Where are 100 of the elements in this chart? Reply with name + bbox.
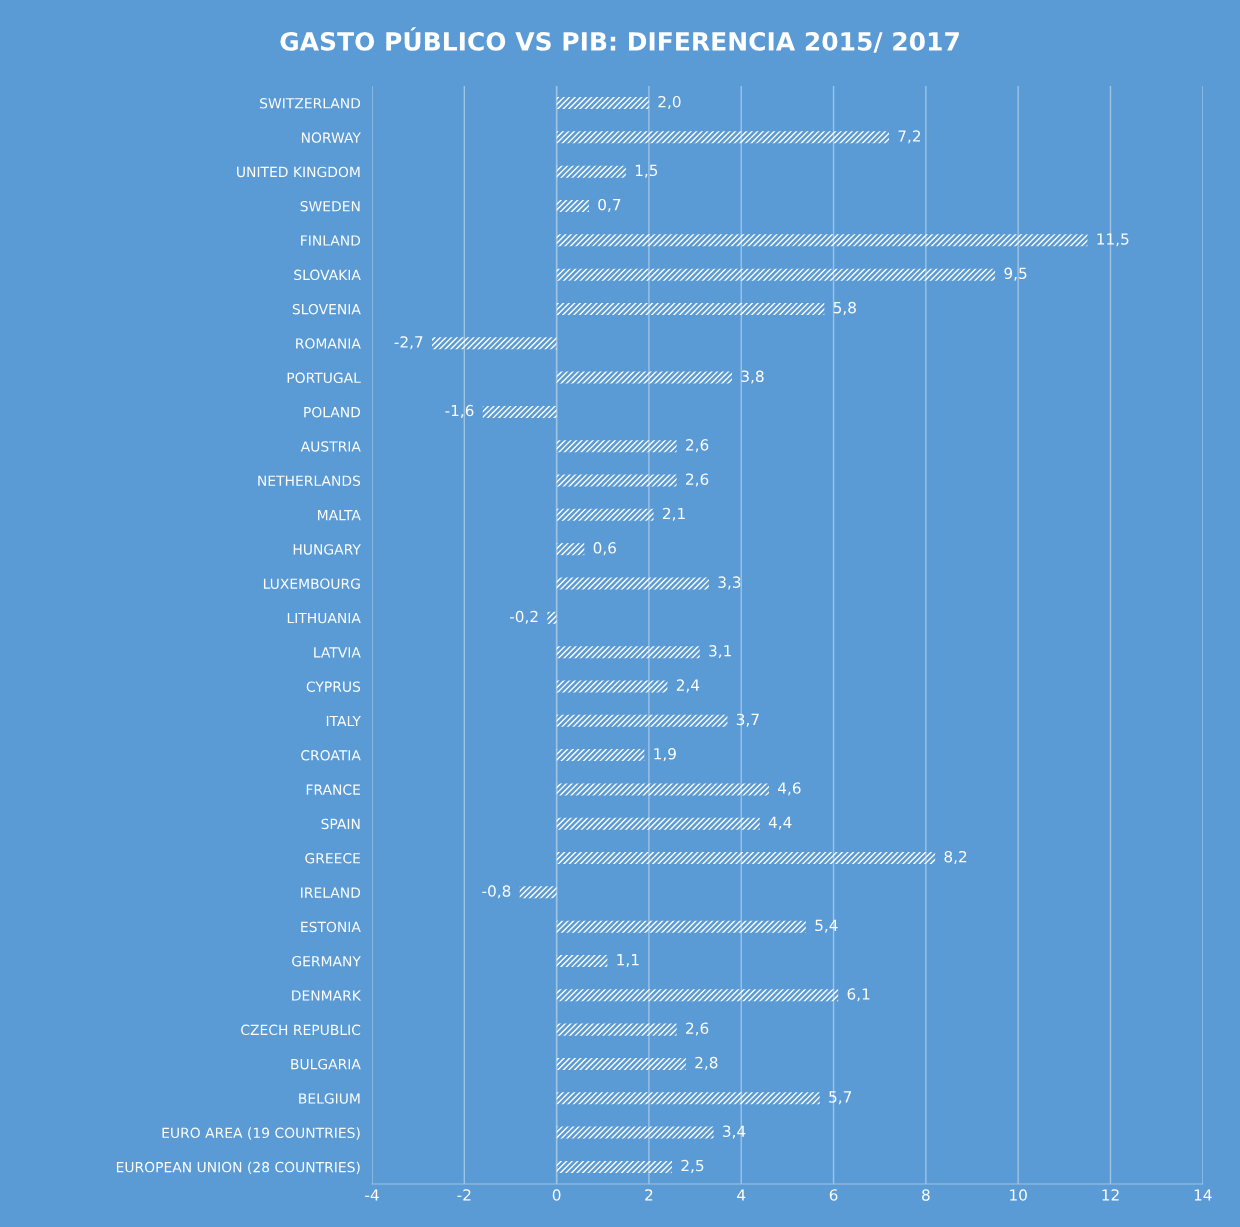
data-label: 2,8 — [695, 1056, 718, 1070]
data-label: 5,7 — [829, 1091, 852, 1105]
x-tick-label: 2 — [645, 1189, 653, 1201]
y-tick-label: CZECH REPUBLIC — [241, 1024, 361, 1036]
data-label: 4,6 — [778, 782, 801, 796]
y-tick-label: LITHUANIA — [287, 612, 361, 624]
data-label: 6,1 — [847, 988, 870, 1002]
bar — [556, 714, 728, 727]
y-tick-label: UNITED KINGDOM — [237, 166, 360, 178]
y-tick-label: FINLAND — [301, 235, 361, 246]
bar — [556, 646, 700, 659]
bar — [556, 954, 608, 967]
x-tick-label: 12 — [1102, 1189, 1119, 1201]
y-tick-label: SWITZERLAND — [260, 98, 361, 109]
y-tick-label: AUSTRIA — [300, 441, 361, 452]
bar — [556, 680, 668, 693]
y-tick-label: IRELAND — [301, 887, 361, 898]
bar — [556, 474, 677, 487]
y-tick-label: ESTONIA — [301, 921, 361, 933]
data-label: 1,9 — [654, 747, 676, 762]
y-tick-label: NETHERLANDS — [258, 475, 361, 487]
bar — [556, 1057, 686, 1070]
y-tick-label: SLOVENIA — [292, 303, 361, 315]
y-tick-label: EURO AREA (19 COUNTRIES) — [162, 1127, 360, 1140]
data-label: 7,2 — [898, 130, 921, 144]
bar — [556, 234, 1088, 247]
data-label: 1,1 — [617, 954, 639, 967]
y-tick-label: CROATIA — [301, 750, 361, 761]
x-tick-label: 10 — [1010, 1189, 1027, 1201]
bar — [556, 749, 645, 762]
x-tick-label: 14 — [1194, 1189, 1212, 1201]
data-label: 2,6 — [686, 439, 709, 453]
y-tick-label: GREECE — [305, 853, 360, 864]
y-tick-label: BULGARIA — [291, 1058, 361, 1070]
bar — [482, 405, 557, 418]
data-label: -2,7 — [394, 336, 423, 350]
data-label: 0,7 — [598, 198, 621, 212]
data-label: 8,2 — [944, 850, 967, 865]
data-label: 9,5 — [1004, 267, 1027, 281]
bar — [556, 577, 709, 590]
bar — [556, 268, 996, 281]
bar — [432, 337, 557, 350]
data-label: 2,0 — [658, 95, 681, 110]
x-tick-label: -2 — [457, 1189, 471, 1201]
data-label: 3,8 — [741, 370, 764, 384]
bar — [556, 97, 649, 110]
data-label: 11,5 — [1097, 233, 1129, 247]
y-tick-label: SPAIN — [321, 818, 360, 830]
bar — [556, 131, 889, 144]
bar — [556, 302, 825, 315]
y-tick-label: MALTA — [318, 510, 361, 521]
data-label: 2,4 — [676, 679, 700, 693]
x-tick-label: -4 — [365, 1189, 379, 1201]
y-tick-label: FRANCE — [306, 784, 360, 795]
bar — [556, 508, 654, 521]
bar — [556, 543, 585, 556]
data-label: 5,8 — [833, 301, 856, 315]
y-tick-label: POLAND — [304, 406, 361, 418]
chart-title: GASTO PÚBLICO VS PIB: DIFERENCIA 2015/ 2017 — [280, 27, 959, 53]
y-tick-label: DENMARK — [292, 990, 362, 1001]
y-tick-label: ROMANIA — [296, 338, 361, 349]
x-tick-label: 8 — [922, 1189, 930, 1201]
y-tick-label: PORTUGAL — [287, 372, 361, 384]
y-tick-label: ITALY — [326, 715, 361, 727]
y-tick-label: SLOVAKIA — [294, 269, 361, 281]
data-label: 2,6 — [686, 473, 709, 487]
bar — [556, 1092, 820, 1105]
x-tick-label: 6 — [829, 1189, 838, 1201]
bar — [519, 886, 557, 899]
y-tick-label: BELGIUM — [299, 1093, 360, 1104]
y-tick-label: HUNGARY — [293, 544, 361, 555]
data-label: 1,5 — [635, 164, 658, 178]
data-label: -1,6 — [445, 404, 474, 418]
x-tick-label: 4 — [737, 1189, 746, 1201]
y-tick-label: LUXEMBOURG — [263, 578, 360, 589]
bar — [547, 611, 557, 624]
data-label: 2,5 — [681, 1159, 704, 1173]
bar — [556, 440, 677, 453]
data-label: -0,2 — [510, 610, 538, 624]
y-tick-label: EUROPEAN UNION (28 COUNTRIES) — [116, 1161, 360, 1174]
bar — [556, 1160, 673, 1173]
bar — [556, 783, 769, 796]
data-label: -0,8 — [482, 885, 511, 899]
bar — [556, 1126, 714, 1139]
data-label: 5,4 — [815, 919, 838, 933]
y-tick-label: SWEDEN — [300, 200, 360, 212]
bar — [556, 200, 589, 213]
x-tick-label: 0 — [552, 1189, 561, 1201]
bar — [556, 817, 760, 830]
data-label: 3,3 — [718, 576, 741, 590]
y-tick-label: LATVIA — [314, 647, 361, 658]
data-label: 2,6 — [686, 1022, 709, 1036]
bar — [556, 371, 733, 384]
y-tick-label: CYPRUS — [306, 681, 361, 692]
data-label: 3,1 — [709, 645, 731, 659]
y-tick-label: GERMANY — [292, 955, 361, 967]
y-tick-label: NORWAY — [301, 132, 361, 143]
bar — [556, 989, 839, 1002]
data-label: 3,7 — [736, 713, 759, 727]
data-label: 0,6 — [593, 542, 616, 556]
